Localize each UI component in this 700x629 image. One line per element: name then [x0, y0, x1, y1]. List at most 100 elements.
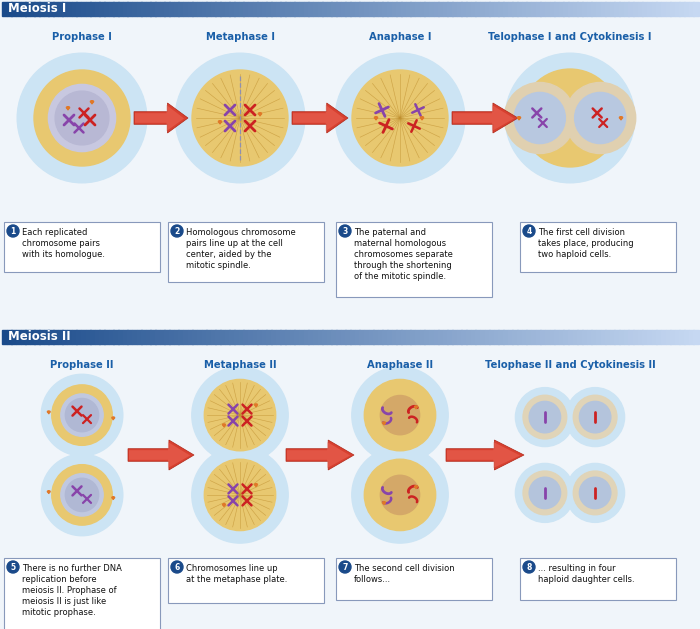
- FancyBboxPatch shape: [520, 222, 676, 272]
- Bar: [647, 2, 652, 16]
- Bar: [670, 330, 676, 344]
- Bar: [559, 2, 564, 16]
- Polygon shape: [48, 411, 50, 413]
- Bar: [629, 330, 634, 344]
- Bar: [341, 330, 346, 344]
- Text: Meiosis II: Meiosis II: [8, 330, 71, 343]
- Bar: [336, 2, 341, 16]
- Bar: [480, 330, 485, 344]
- Bar: [211, 330, 216, 344]
- Circle shape: [171, 225, 183, 237]
- Bar: [193, 330, 197, 344]
- Bar: [48, 2, 53, 16]
- Bar: [470, 2, 476, 16]
- Bar: [34, 2, 40, 16]
- Bar: [666, 2, 671, 16]
- Bar: [81, 2, 86, 16]
- Polygon shape: [293, 105, 344, 131]
- Circle shape: [192, 70, 288, 166]
- Bar: [415, 2, 420, 16]
- Bar: [355, 2, 360, 16]
- Bar: [39, 330, 44, 344]
- Bar: [382, 330, 388, 344]
- Text: 6: 6: [174, 562, 180, 572]
- Bar: [684, 330, 690, 344]
- Bar: [253, 330, 258, 344]
- Bar: [30, 2, 35, 16]
- Bar: [239, 330, 244, 344]
- Bar: [656, 2, 662, 16]
- Bar: [108, 330, 114, 344]
- Bar: [48, 330, 53, 344]
- Bar: [267, 2, 272, 16]
- Bar: [573, 2, 578, 16]
- Bar: [164, 330, 169, 344]
- Bar: [44, 2, 49, 16]
- Bar: [94, 330, 100, 344]
- Bar: [25, 330, 30, 344]
- Circle shape: [352, 70, 448, 166]
- FancyBboxPatch shape: [520, 558, 676, 600]
- Bar: [141, 2, 146, 16]
- Circle shape: [573, 471, 617, 515]
- Text: 2: 2: [174, 226, 180, 235]
- Text: Anaphase I: Anaphase I: [369, 32, 431, 42]
- Bar: [610, 2, 615, 16]
- Bar: [299, 330, 304, 344]
- Bar: [606, 2, 610, 16]
- Bar: [308, 2, 314, 16]
- Text: 3: 3: [342, 226, 348, 235]
- Polygon shape: [286, 440, 354, 470]
- Text: Homologous chromosome
pairs line up at the cell
center, aided by the
mitotic spi: Homologous chromosome pairs line up at t…: [186, 228, 295, 270]
- FancyBboxPatch shape: [336, 558, 492, 600]
- Bar: [387, 2, 392, 16]
- Bar: [345, 330, 351, 344]
- Bar: [419, 2, 425, 16]
- Circle shape: [48, 84, 116, 152]
- Bar: [341, 2, 346, 16]
- Polygon shape: [287, 442, 350, 468]
- Bar: [155, 330, 160, 344]
- Bar: [443, 2, 448, 16]
- Bar: [234, 2, 239, 16]
- Bar: [127, 330, 132, 344]
- Circle shape: [523, 471, 567, 515]
- Circle shape: [41, 454, 122, 536]
- Bar: [234, 330, 239, 344]
- Bar: [183, 330, 188, 344]
- Bar: [447, 330, 453, 344]
- Bar: [615, 330, 620, 344]
- Bar: [146, 2, 151, 16]
- Bar: [536, 330, 540, 344]
- Circle shape: [566, 387, 624, 447]
- Bar: [433, 330, 439, 344]
- Circle shape: [335, 53, 465, 183]
- Bar: [484, 330, 490, 344]
- Bar: [615, 2, 620, 16]
- Bar: [308, 330, 314, 344]
- Bar: [498, 330, 503, 344]
- Bar: [53, 2, 58, 16]
- Bar: [456, 330, 462, 344]
- Bar: [271, 2, 277, 16]
- Bar: [406, 330, 411, 344]
- Bar: [424, 330, 429, 344]
- Bar: [67, 330, 72, 344]
- Bar: [554, 330, 559, 344]
- Bar: [304, 2, 309, 16]
- Bar: [174, 2, 178, 16]
- Bar: [656, 330, 662, 344]
- Bar: [512, 330, 517, 344]
- Bar: [378, 2, 383, 16]
- Bar: [155, 2, 160, 16]
- Bar: [220, 2, 225, 16]
- Polygon shape: [66, 107, 69, 109]
- Bar: [331, 2, 337, 16]
- Bar: [90, 330, 95, 344]
- Bar: [108, 2, 114, 16]
- Circle shape: [515, 464, 575, 523]
- Bar: [202, 2, 206, 16]
- Bar: [132, 2, 137, 16]
- Bar: [2, 330, 7, 344]
- Bar: [216, 2, 220, 16]
